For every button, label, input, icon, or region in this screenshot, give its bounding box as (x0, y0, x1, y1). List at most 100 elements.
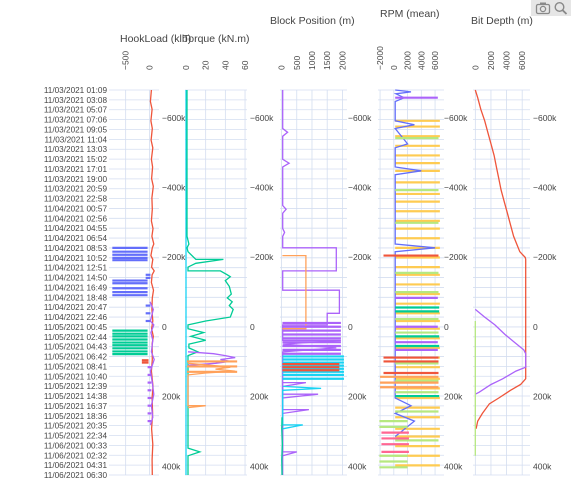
secondary-y-tick-label: 0 (444, 322, 449, 332)
secondary-y-tick-label: −400k (444, 183, 468, 193)
y-tick-label: 11/03/2021 03:08 (44, 96, 108, 105)
track-0: HookLoad (klb) −500 0 −600k −400k −200k 0 200k 4… (109, 33, 191, 476)
y-tick-label: 11/06/2021 06:30 (44, 471, 108, 480)
y-tick-label: 11/05/2021 10:40 (44, 372, 108, 381)
track-title: HookLoad (klb) (120, 33, 191, 45)
x-tick-label: 0 (181, 65, 191, 70)
x-tick-label: 2000 (337, 51, 347, 70)
x-tick-label: 1000 (307, 51, 317, 70)
x-tick-label: 0 (277, 65, 287, 70)
x-tick-label: 1500 (322, 51, 332, 70)
series-line (474, 308, 527, 395)
secondary-y-tick-label: 0 (533, 322, 538, 332)
y-tick-label: 11/06/2021 04:31 (44, 461, 108, 470)
y-tick-label: 11/05/2021 08:41 (44, 362, 108, 371)
x-tick-label: −2000 (375, 46, 385, 70)
y-tick-label: 11/04/2021 04:55 (44, 224, 108, 233)
y-tick-label: 11/04/2021 00:57 (44, 204, 108, 213)
x-tick-label: −500 (121, 51, 131, 70)
x-tick-label: 60 (240, 60, 250, 70)
y-tick-label: 11/05/2021 06:42 (44, 353, 108, 362)
x-tick-label: 2000 (403, 51, 413, 70)
y-tick-label: 11/05/2021 00:45 (44, 323, 108, 332)
x-tick-label: 20 (201, 60, 211, 70)
y-tick-label: 11/04/2021 14:50 (44, 274, 108, 283)
track-3: RPM (mean) −2000 0 2000 4000 6000 −600k −400k −2… (375, 8, 468, 476)
secondary-y-tick-label: −200k (250, 252, 274, 262)
y-tick-label: 11/03/2021 20:59 (44, 185, 108, 194)
track-title: Block Position (m) (270, 15, 355, 27)
y-tick-label: 11/05/2021 18:36 (44, 412, 108, 421)
secondary-y-tick-label: −200k (444, 252, 468, 262)
secondary-y-tick-label: 400k (533, 461, 552, 471)
x-tick-label: 2000 (486, 51, 496, 70)
secondary-y-tick-label: 200k (162, 392, 181, 402)
y-tick-label: 11/05/2021 16:37 (44, 402, 108, 411)
x-tick-label: 6000 (517, 51, 527, 70)
secondary-y-tick-label: −400k (162, 183, 186, 193)
series-line (474, 89, 527, 429)
series-line (186, 90, 234, 475)
y-tick-label: 11/05/2021 04:43 (44, 343, 108, 352)
y-tick-label: 11/05/2021 02:44 (44, 333, 108, 342)
series-line (282, 254, 307, 330)
series-line (282, 90, 341, 475)
zoom-icon[interactable] (553, 1, 569, 15)
secondary-y-tick-label: 0 (348, 322, 353, 332)
secondary-y-tick-label: −200k (533, 252, 557, 262)
secondary-y-tick-label: 0 (162, 322, 167, 332)
x-tick-label: 500 (292, 56, 302, 70)
x-tick-label: 40 (220, 60, 230, 70)
y-tick-label: 11/04/2021 06:54 (44, 234, 108, 243)
y-tick-label: 11/05/2021 22:34 (44, 432, 108, 441)
y-tick-label: 11/04/2021 16:49 (44, 283, 108, 292)
secondary-y-tick-label: −200k (348, 252, 372, 262)
y-tick-label: 11/03/2021 07:06 (44, 116, 108, 125)
secondary-y-tick-label: −600k (250, 113, 274, 123)
y-tick-label: 11/05/2021 20:35 (44, 422, 108, 431)
y-tick-label: 11/04/2021 18:48 (44, 293, 108, 302)
secondary-y-tick-label: 200k (348, 392, 367, 402)
y-tick-label: 11/03/2021 01:09 (44, 86, 108, 95)
y-tick-label: 11/05/2021 12:39 (44, 382, 108, 391)
y-tick-label: 11/03/2021 11:04 (44, 135, 107, 144)
y-tick-label: 11/04/2021 08:53 (44, 244, 108, 253)
secondary-y-tick-label: 400k (250, 461, 269, 471)
y-tick-label: 11/04/2021 12:51 (44, 264, 108, 273)
secondary-y-tick-label: 400k (444, 461, 463, 471)
y-tick-label: 11/03/2021 13:03 (44, 145, 108, 154)
x-tick-label: 0 (470, 65, 480, 70)
series-line (281, 417, 284, 476)
y-tick-label: 11/04/2021 10:52 (44, 254, 108, 263)
track-2: Block Position (m) 0 500 1000 1500 2000 −600k −… (270, 15, 372, 476)
track-title: RPM (mean) (380, 8, 440, 20)
secondary-y-tick-label: 0 (250, 322, 255, 332)
y-tick-label: 11/04/2021 22:46 (44, 313, 108, 322)
series-line (282, 385, 322, 430)
y-tick-label: 11/03/2021 09:05 (44, 125, 108, 134)
secondary-y-tick-label: −600k (533, 113, 557, 123)
x-tick-label: 4000 (416, 51, 426, 70)
y-tick-label: 11/06/2021 02:32 (44, 451, 108, 460)
series-line (282, 381, 319, 457)
secondary-y-tick-label: −400k (533, 183, 557, 193)
x-tick-label: 0 (144, 65, 154, 70)
x-tick-label: 0 (389, 65, 399, 70)
y-tick-label: 11/03/2021 17:01 (44, 165, 108, 174)
y-tick-label: 11/06/2021 00:33 (44, 441, 108, 450)
series-line (149, 301, 155, 426)
track-title: Bit Depth (m) (471, 15, 533, 27)
secondary-y-tick-label: −400k (250, 183, 274, 193)
track-1: Torque (kN.m) 0 20 40 60 −600k −400k −200k 0 200k… (181, 33, 274, 476)
y-tick-label: 11/04/2021 02:56 (44, 214, 108, 223)
series-line (187, 351, 236, 366)
track-title: Torque (kN.m) (183, 33, 250, 45)
x-tick-label: 4000 (502, 51, 512, 70)
series-line (393, 89, 436, 438)
y-tick-label: 11/04/2021 20:47 (44, 303, 108, 312)
camera-icon[interactable] (535, 1, 551, 15)
secondary-y-tick-label: −400k (348, 183, 372, 193)
y-tick-label: 11/03/2021 22:58 (44, 195, 108, 204)
secondary-y-tick-label: −600k (348, 113, 372, 123)
